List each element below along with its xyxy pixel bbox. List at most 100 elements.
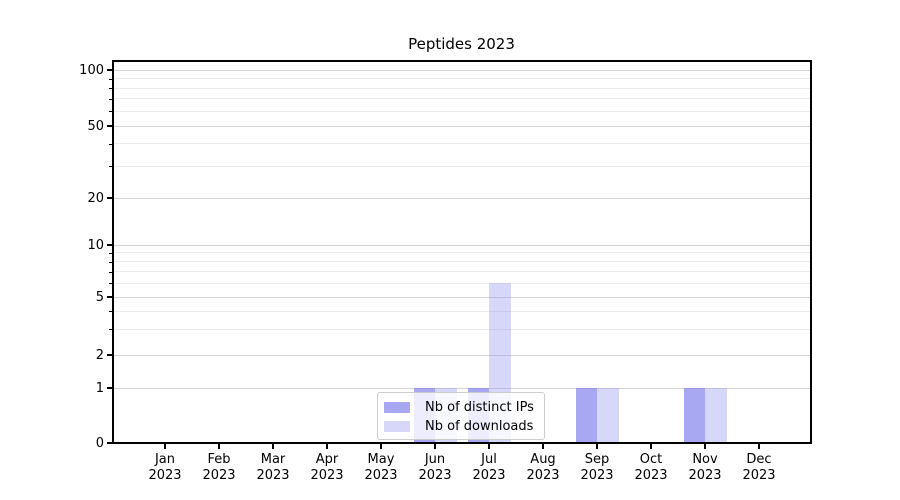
y-minor-tick bbox=[109, 111, 112, 113]
y-minor-tick bbox=[109, 166, 112, 168]
legend-label-downloads: Nb of downloads bbox=[425, 419, 534, 434]
x-tick-year: 2023 bbox=[148, 468, 182, 483]
x-tick-year: 2023 bbox=[202, 468, 236, 483]
gridline-minor bbox=[114, 252, 810, 254]
x-tick-label: Nov 2023 bbox=[678, 452, 732, 484]
x-tick-year: 2023 bbox=[310, 468, 344, 483]
gridline-major bbox=[114, 244, 810, 246]
x-tick-year: 2023 bbox=[742, 468, 776, 483]
x-tick-year: 2023 bbox=[256, 468, 290, 483]
x-tick-year: 2023 bbox=[526, 468, 560, 483]
x-tick-month: Aug bbox=[530, 452, 556, 467]
x-tick bbox=[650, 444, 652, 449]
x-tick bbox=[758, 444, 760, 449]
gridline-minor bbox=[114, 328, 810, 330]
legend: Nb of distinct IPs Nb of downloads bbox=[377, 392, 545, 440]
x-tick-month: Apr bbox=[315, 452, 339, 467]
y-minor-tick bbox=[109, 252, 112, 254]
x-tick-year: 2023 bbox=[634, 468, 668, 483]
y-minor-tick bbox=[109, 143, 112, 145]
y-minor-tick bbox=[109, 283, 112, 285]
legend-label-distinct-ips: Nb of distinct IPs bbox=[425, 400, 534, 415]
gridline-major bbox=[114, 125, 810, 127]
y-tick bbox=[107, 387, 112, 389]
gridline-major bbox=[114, 69, 810, 71]
x-tick bbox=[380, 444, 382, 449]
y-minor-tick bbox=[109, 88, 112, 90]
y-tick bbox=[107, 69, 112, 71]
gridline-major bbox=[114, 197, 810, 199]
x-tick-label: Apr 2023 bbox=[300, 452, 354, 484]
gridline-minor bbox=[114, 282, 810, 284]
y-tick bbox=[107, 197, 112, 199]
y-tick-label: 2 bbox=[95, 347, 104, 363]
gridline-major bbox=[114, 354, 810, 356]
x-tick-label: May 2023 bbox=[354, 452, 408, 484]
y-tick-label: 20 bbox=[87, 190, 104, 206]
x-tick-label: Jun 2023 bbox=[408, 452, 462, 484]
gridline-minor bbox=[114, 110, 810, 112]
legend-swatch-downloads bbox=[384, 421, 410, 432]
x-tick-year: 2023 bbox=[364, 468, 398, 483]
gridline-major bbox=[114, 296, 810, 298]
gridline-minor bbox=[114, 165, 810, 167]
x-tick bbox=[326, 444, 328, 449]
x-tick bbox=[542, 444, 544, 449]
x-tick-label: Jul 2023 bbox=[462, 452, 516, 484]
y-minor-tick bbox=[109, 311, 112, 313]
x-tick-year: 2023 bbox=[688, 468, 722, 483]
gridline-minor bbox=[114, 310, 810, 312]
x-tick bbox=[218, 444, 220, 449]
x-tick-label: Dec 2023 bbox=[732, 452, 786, 484]
x-tick-year: 2023 bbox=[418, 468, 452, 483]
bar-distinct-ips bbox=[683, 388, 705, 442]
y-tick-label: 10 bbox=[87, 237, 104, 253]
y-minor-tick bbox=[109, 98, 112, 100]
x-tick-label: Oct 2023 bbox=[624, 452, 678, 484]
gridline-minor bbox=[114, 98, 810, 100]
right-spine bbox=[810, 60, 812, 444]
x-tick bbox=[488, 444, 490, 449]
x-tick bbox=[596, 444, 598, 449]
x-tick-label: Aug 2023 bbox=[516, 452, 570, 484]
bar-downloads bbox=[705, 388, 727, 442]
x-tick-month: Nov bbox=[692, 452, 718, 467]
x-tick-label: Jan 2023 bbox=[138, 452, 192, 484]
gridline-minor bbox=[114, 271, 810, 273]
x-tick bbox=[434, 444, 436, 449]
gridline-minor bbox=[114, 143, 810, 145]
x-tick-month: May bbox=[367, 452, 395, 467]
bar-downloads bbox=[597, 388, 619, 442]
y-tick bbox=[107, 296, 112, 298]
bottom-spine bbox=[112, 442, 812, 444]
y-tick bbox=[107, 442, 112, 444]
bar-distinct-ips bbox=[575, 388, 597, 442]
y-tick-label: 50 bbox=[87, 118, 104, 134]
y-tick bbox=[107, 354, 112, 356]
x-tick-month: Mar bbox=[260, 452, 286, 467]
x-tick-month: Sep bbox=[584, 452, 610, 467]
gridline-minor bbox=[114, 261, 810, 263]
chart-title: Peptides 2023 bbox=[408, 35, 515, 53]
x-tick-label: Mar 2023 bbox=[246, 452, 300, 484]
y-tick bbox=[107, 244, 112, 246]
y-tick-label: 100 bbox=[79, 62, 104, 78]
x-tick-year: 2023 bbox=[580, 468, 614, 483]
y-minor-tick bbox=[109, 78, 112, 80]
gridline-major bbox=[114, 387, 810, 389]
x-tick-month: Oct bbox=[639, 452, 663, 467]
x-tick-month: Jan bbox=[154, 452, 176, 467]
gridline-minor bbox=[114, 87, 810, 89]
x-tick-month: Feb bbox=[207, 452, 231, 467]
y-minor-tick bbox=[109, 271, 112, 273]
x-tick-month: Jun bbox=[424, 452, 446, 467]
x-tick-label: Feb 2023 bbox=[192, 452, 246, 484]
x-tick-month: Jul bbox=[481, 452, 497, 467]
legend-swatch-distinct-ips bbox=[384, 402, 410, 413]
x-tick-month: Dec bbox=[746, 452, 772, 467]
y-tick-label: 1 bbox=[95, 380, 104, 396]
left-spine bbox=[112, 60, 114, 444]
x-tick bbox=[704, 444, 706, 449]
x-tick-label: Sep 2023 bbox=[570, 452, 624, 484]
